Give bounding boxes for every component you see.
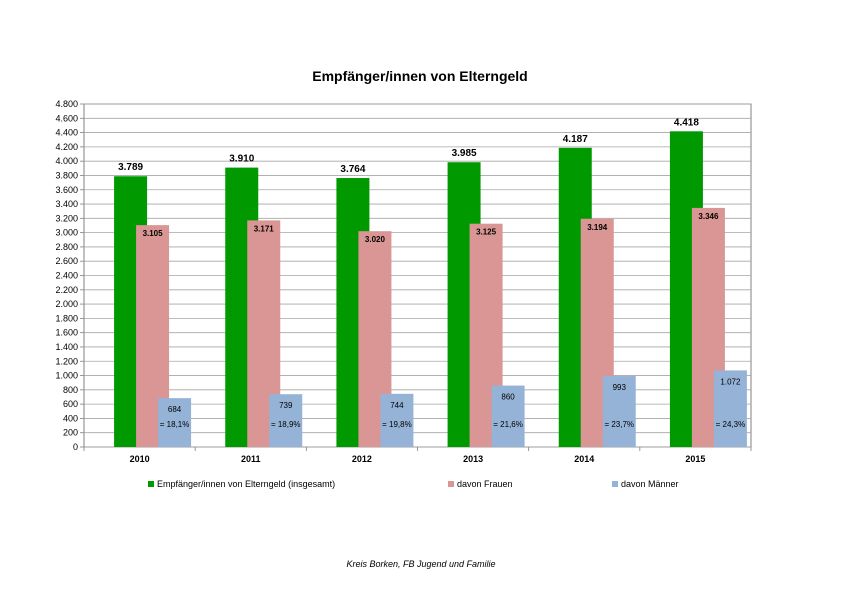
- y-tick-label: 400: [63, 413, 78, 423]
- data-label-frauen: 3.346: [698, 212, 719, 221]
- y-tick-label: 1.000: [55, 371, 78, 381]
- y-tick-label: 2.400: [55, 271, 78, 281]
- y-tick-label: 4.000: [55, 156, 78, 166]
- data-label-maenner-share: = 18,9%: [271, 420, 301, 429]
- data-label-frauen: 3.125: [476, 228, 497, 237]
- legend-swatch: [612, 481, 618, 487]
- y-axis: 0 200 400 600 800 1.000 1.200 1.400 1.600 1.800 2.…: [55, 99, 84, 452]
- data-label-maenner: 739: [279, 401, 293, 410]
- y-tick-label: 2.200: [55, 285, 78, 295]
- footer-source: Kreis Borken, FB Jugend und Familie: [346, 559, 496, 569]
- y-tick-label: 4.600: [55, 113, 78, 123]
- data-label-total: 3.764: [340, 164, 365, 175]
- legend: Empfänger/innen von Elterngeld (insgesam…: [148, 479, 679, 489]
- y-tick-label: 200: [63, 428, 78, 438]
- y-tick-label: 0: [73, 442, 78, 452]
- chart-title: Empfänger/innen von Elterngeld: [312, 68, 527, 84]
- legend-swatch: [448, 481, 454, 487]
- data-label-maenner-share: = 23,7%: [604, 420, 634, 429]
- x-tick-label: 2014: [574, 454, 594, 464]
- legend-label: davon Frauen: [457, 479, 513, 489]
- bar-maenner: [269, 394, 303, 447]
- legend-label: davon Männer: [621, 479, 679, 489]
- data-label-maenner: 993: [613, 383, 627, 392]
- y-tick-label: 4.400: [55, 128, 78, 138]
- y-tick-label: 4.200: [55, 142, 78, 152]
- y-tick-label: 1.800: [55, 313, 78, 323]
- y-tick-label: 3.400: [55, 199, 78, 209]
- y-tick-label: 1.600: [55, 328, 78, 338]
- data-label-total: 4.418: [674, 117, 699, 128]
- data-label-maenner-share: = 19,8%: [382, 420, 412, 429]
- legend-label: Empfänger/innen von Elterngeld (insgesam…: [157, 479, 335, 489]
- y-tick-label: 2.000: [55, 299, 78, 309]
- x-tick-label: 2010: [130, 454, 150, 464]
- x-tick-label: 2012: [352, 454, 372, 464]
- x-axis: 2010 2011 2012 2013 2014 2015: [83, 447, 752, 464]
- data-label-frauen: 3.194: [587, 223, 608, 232]
- y-tick-label: 2.600: [55, 256, 78, 266]
- data-label-maenner-share: = 21,6%: [493, 420, 523, 429]
- y-tick-label: 3.800: [55, 170, 78, 180]
- y-tick-label: 800: [63, 385, 78, 395]
- data-label-frauen: 3.020: [365, 235, 386, 244]
- data-label-maenner: 860: [501, 393, 515, 402]
- bar-maenner: [602, 376, 636, 447]
- bars: 3.789 3.910 3.764 3.985 4.187 4.418 3.105 3.171…: [114, 117, 747, 448]
- bar-maenner: [491, 385, 525, 447]
- data-label-total: 4.187: [563, 134, 588, 145]
- data-label-maenner-share: = 18,1%: [160, 420, 190, 429]
- y-tick-label: 2.800: [55, 242, 78, 252]
- data-label-total: 3.789: [118, 162, 143, 173]
- data-label-maenner: 1.072: [720, 377, 741, 386]
- y-tick-label: 4.800: [55, 99, 78, 109]
- data-label-maenner: 684: [168, 405, 182, 414]
- x-tick-label: 2011: [241, 454, 261, 464]
- legend-swatch: [148, 481, 154, 487]
- data-label-frauen: 3.171: [254, 224, 275, 233]
- data-label-total: 3.985: [452, 148, 477, 159]
- data-label-total: 3.910: [229, 154, 254, 165]
- y-tick-label: 1.200: [55, 356, 78, 366]
- y-tick-label: 3.200: [55, 213, 78, 223]
- bar-maenner: [713, 370, 747, 447]
- x-tick-label: 2015: [685, 454, 705, 464]
- data-label-maenner-share: = 24,3%: [716, 420, 746, 429]
- y-tick-label: 600: [63, 399, 78, 409]
- y-tick-label: 3.600: [55, 185, 78, 195]
- data-label-maenner: 744: [390, 401, 404, 410]
- y-tick-label: 1.400: [55, 342, 78, 352]
- data-label-frauen: 3.105: [143, 229, 164, 238]
- y-tick-label: 3.000: [55, 228, 78, 238]
- bar-maenner: [380, 393, 414, 447]
- bar-maenner: [158, 398, 192, 447]
- x-tick-label: 2013: [463, 454, 483, 464]
